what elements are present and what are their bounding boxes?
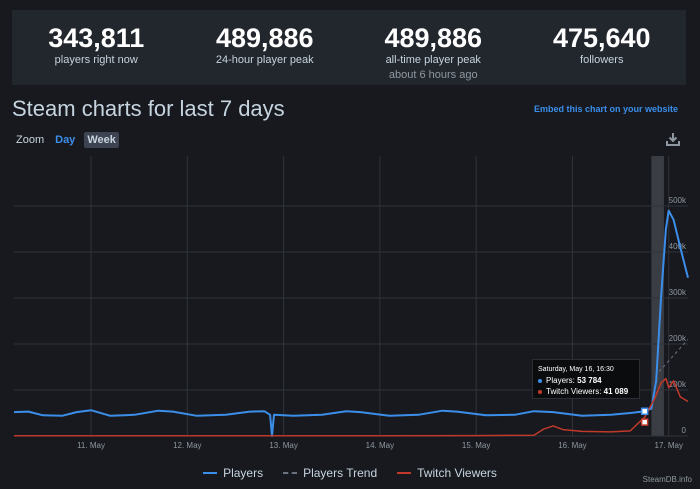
tooltip-twitch-label: Twitch Viewers: [546, 387, 602, 396]
tooltip-players-value: 53 784 [577, 376, 602, 385]
x-tick-label: 11. May [77, 441, 105, 450]
stat-current-players: 343,811 players right now [12, 10, 181, 85]
stat-value: 489,886 [384, 23, 483, 53]
legend-item-twitch-viewers[interactable]: Twitch Viewers [397, 466, 497, 480]
y-tick-label: 200k [669, 334, 687, 343]
highlight-band [651, 156, 664, 436]
x-tick-label: 12. May [173, 441, 201, 450]
download-icon[interactable] [666, 132, 680, 146]
stat-value: 489,886 [215, 23, 314, 53]
x-tick-label: 17. May [655, 441, 683, 450]
players-trend-line [658, 339, 689, 372]
stat-label: 24-hour player peak [215, 54, 314, 66]
stats-bar: 343,811 players right now 489,886 24-hou… [12, 10, 686, 85]
y-tick-label: 100k [669, 380, 687, 389]
y-tick-label: 0 [682, 426, 687, 435]
legend-line-icon [203, 472, 218, 474]
stat-followers: 475,640 followers [518, 10, 687, 85]
legend-dash-icon [283, 472, 298, 474]
x-tick-label: 16. May [558, 441, 586, 450]
tooltip-twitch-row: Twitch Viewers: 41 089 [538, 386, 634, 397]
page-title: Steam charts for last 7 days [12, 96, 285, 121]
stat-all-time-peak: 489,886 all-time player peak about 6 hou… [349, 10, 518, 85]
stat-value: 343,811 [48, 23, 145, 53]
chart-legend: Players Players Trend Twitch Viewers [0, 466, 700, 480]
players-line [13, 209, 689, 437]
tooltip-players-row: Players: 53 784 [538, 375, 634, 386]
steamdb-credit: SteamDB.info [642, 475, 692, 484]
players-dot-icon [538, 378, 542, 383]
stat-24h-peak: 489,886 24-hour player peak [181, 10, 350, 85]
legend-item-players-trend[interactable]: Players Trend [283, 466, 377, 480]
legend-line-icon [397, 472, 412, 474]
legend-label: Players Trend [303, 466, 378, 480]
stat-label: followers [580, 54, 624, 66]
x-tick-label: 15. May [462, 441, 490, 450]
stat-value: 475,640 [552, 23, 651, 53]
stat-label: all-time player peak [385, 54, 481, 66]
zoom-controls: Zoom Day Week [16, 132, 125, 148]
y-tick-label: 300k [669, 288, 687, 297]
y-tick-label: 400k [669, 242, 687, 251]
x-tick-label: 13. May [269, 441, 297, 450]
embed-chart-link[interactable]: Embed this chart on your website [533, 104, 678, 114]
zoom-day-button[interactable]: Day [55, 134, 76, 146]
x-tick-label: 14. May [366, 441, 394, 450]
tooltip-twitch-value: 41 089 [603, 387, 629, 396]
legend-item-players[interactable]: Players [203, 466, 263, 480]
zoom-label: Zoom [16, 134, 45, 146]
chart-tooltip: Saturday, May 16, 16:30 Players: 53 784 … [532, 359, 640, 399]
tooltip-players-label: Players: [546, 376, 575, 385]
twitch-viewers-line [13, 377, 689, 437]
tooltip-date: Saturday, May 16, 16:30 [538, 366, 614, 373]
players-hover-marker [640, 407, 649, 416]
twitch-dot-icon [538, 389, 542, 394]
y-tick-label: 500k [669, 196, 687, 205]
legend-label: Twitch Viewers [417, 466, 497, 480]
stat-sublabel: about 6 hours ago [388, 69, 478, 81]
legend-label: Players [223, 466, 264, 480]
zoom-week-button[interactable]: Week [84, 132, 119, 148]
twitch-hover-marker [640, 418, 649, 426]
stat-label: players right now [54, 54, 138, 66]
players-chart[interactable]: 500k 400k 300k 200k 100k 0 11. May 12. May 13. M… [0, 150, 700, 460]
